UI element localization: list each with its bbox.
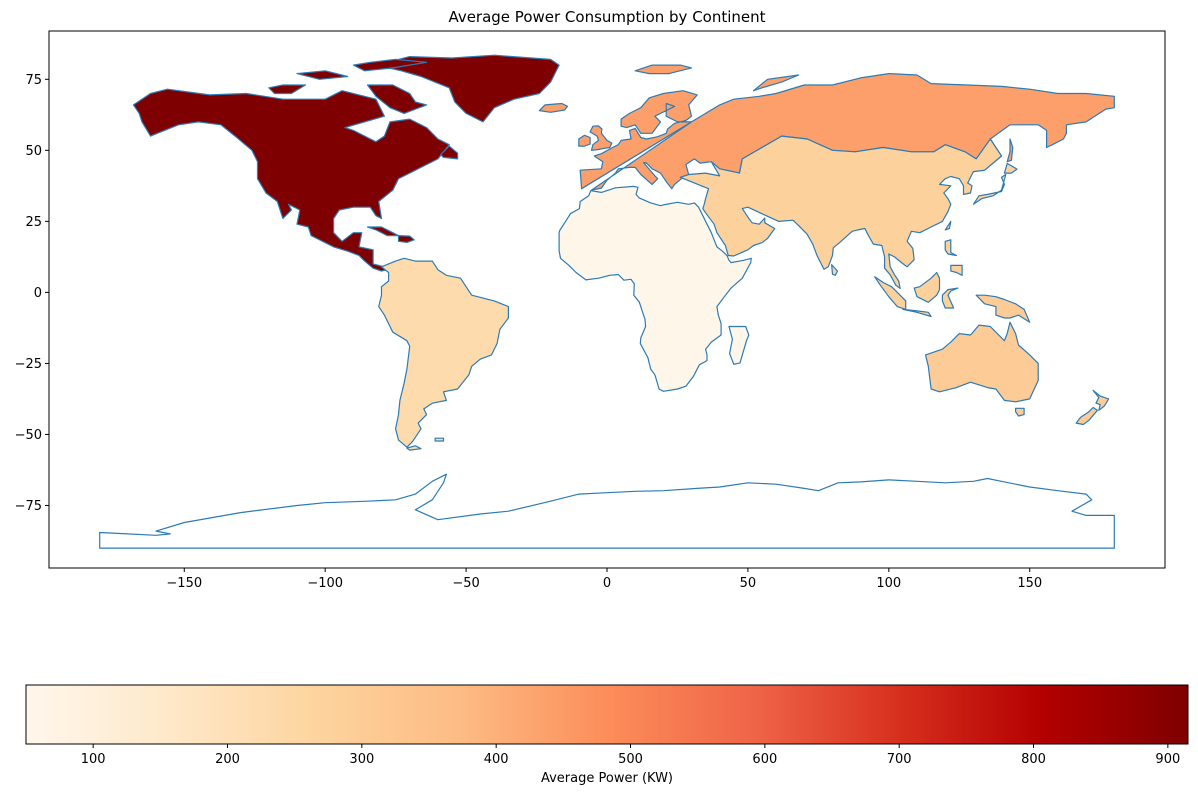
europe-island-4	[538, 102, 569, 113]
x-tick-label: 50	[740, 576, 757, 591]
colorbar-tick-label: 200	[215, 752, 240, 767]
europe-island-3	[578, 134, 591, 147]
colorbar-label: Average Power (KW)	[541, 771, 673, 786]
antarctica-region	[99, 473, 1115, 549]
north-america-island-5	[296, 70, 349, 80]
colorbar	[25, 684, 1189, 745]
north-america-region	[132, 88, 450, 272]
colorbar-tick-label: 400	[484, 752, 509, 767]
north-america-island-3	[268, 84, 307, 95]
asia-island-5	[902, 308, 932, 318]
y-tick-label: −75	[15, 499, 42, 514]
europe-island-7	[1006, 138, 1014, 163]
asia-island-2	[972, 173, 1007, 205]
x-axis: −150 −100 −50 0 50 100 150	[166, 568, 1042, 591]
y-tick-label: −25	[15, 357, 42, 372]
europe-island-6	[752, 74, 800, 92]
y-tick-label: 50	[25, 144, 42, 159]
y-tick-label: 25	[25, 215, 42, 230]
y-axis: 75 50 25 0 −25 −50 −75	[15, 73, 49, 514]
colorbar-tick-label: 100	[81, 752, 106, 767]
colorbar-tick-label: 700	[887, 752, 912, 767]
oceania-island-1	[1015, 407, 1025, 417]
x-tick-label: −100	[307, 576, 343, 591]
asia-island-10	[831, 264, 839, 276]
north-america-island-7	[397, 235, 415, 243]
south-america-island-2	[434, 437, 445, 442]
x-tick-label: 150	[1017, 576, 1042, 591]
colorbar-ticks: 100 200 300 400 500 600 700 800 900	[81, 744, 1180, 767]
asia-island-3	[1003, 162, 1018, 174]
africa-island-1	[728, 325, 750, 365]
north-america-island-1	[375, 54, 560, 123]
europe-region	[579, 90, 698, 190]
x-tick-label: 0	[603, 576, 611, 591]
europe-island-2	[589, 125, 613, 151]
y-tick-label: 0	[34, 286, 42, 301]
y-tick-label: −50	[15, 428, 42, 443]
asia-island-7	[941, 287, 959, 309]
north-america-island-4	[366, 84, 428, 114]
x-tick-label: 100	[876, 576, 901, 591]
asia-region	[679, 135, 1003, 289]
land-layer	[99, 54, 1115, 549]
y-tick-label: 75	[25, 73, 42, 88]
chart-title: Average Power Consumption by Continent	[448, 8, 765, 26]
north-america-island-6	[366, 226, 400, 237]
x-tick-label: −150	[166, 576, 202, 591]
north-america-island-2	[352, 58, 428, 72]
asia-island-6	[913, 271, 941, 303]
colorbar-tick-label: 800	[1021, 752, 1046, 767]
south-america-island-1	[406, 445, 422, 451]
asia-island-4	[874, 276, 907, 310]
colorbar-tick-label: 300	[349, 752, 374, 767]
oceania-island-4	[1075, 406, 1098, 426]
colorbar-tick-label: 500	[618, 752, 643, 767]
asia-island-8	[944, 239, 958, 257]
oceania-island-3	[1092, 389, 1110, 411]
oceania-region	[924, 321, 1039, 403]
asia-island-9	[950, 264, 963, 276]
colorbar-tick-label: 900	[1155, 752, 1180, 767]
africa-region	[558, 185, 752, 392]
colorbar-tick-label: 600	[752, 752, 777, 767]
asia-island-1	[944, 220, 952, 231]
europe-island-5	[634, 64, 693, 75]
oceania-island-2	[975, 294, 1031, 323]
south-america-region	[378, 257, 509, 448]
north-america-island-8	[440, 145, 459, 160]
x-tick-label: −50	[452, 576, 479, 591]
